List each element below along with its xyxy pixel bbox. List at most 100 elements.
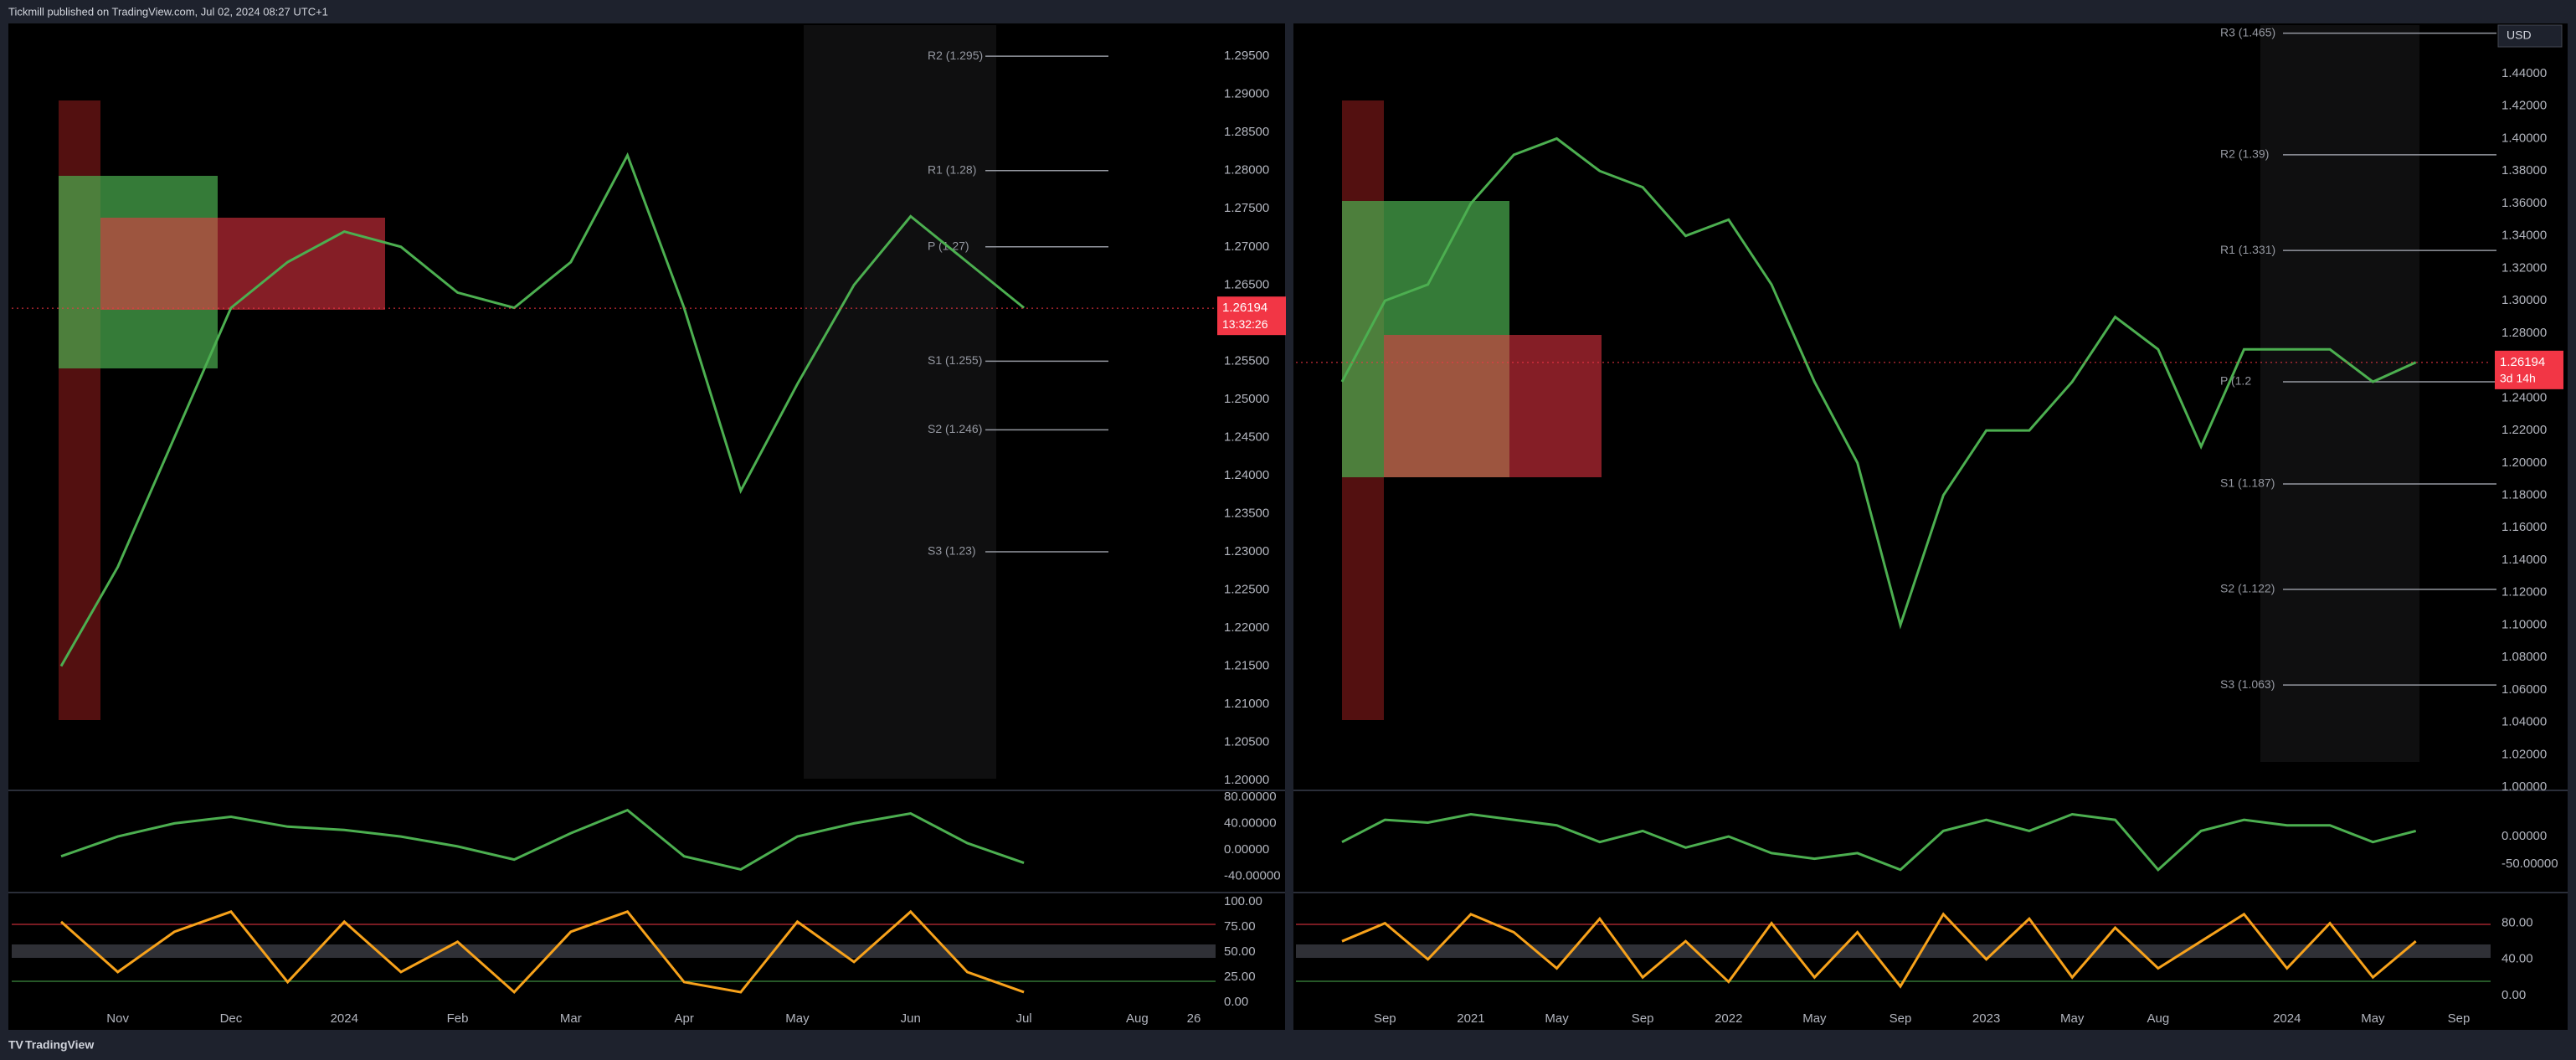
y-tick-label: 1.40000 xyxy=(2501,131,2547,145)
y-tick-label: 1.28000 xyxy=(2501,326,2547,340)
x-tick-label: Sep xyxy=(1374,1011,1396,1026)
price-line xyxy=(60,808,1025,872)
x-tick-label: 2023 xyxy=(1972,1011,2000,1026)
y-tick-label: 1.24000 xyxy=(1224,468,1269,482)
y-tick-label: 1.28500 xyxy=(1224,125,1269,139)
y-tick-label: 1.20000 xyxy=(2501,455,2547,470)
y-tick-label: 40.00000 xyxy=(1224,816,1277,830)
price-line xyxy=(1341,912,2417,989)
pivot-label: R1 (1.28) xyxy=(928,162,976,176)
x-tick-label: May xyxy=(785,1011,810,1026)
y-tick-label: 80.00 xyxy=(2501,916,2533,930)
y-tick-label: 1.08000 xyxy=(2501,650,2547,664)
currency: USD xyxy=(2507,28,2532,42)
x-tick-label: May xyxy=(2060,1011,2085,1026)
y-tick-label: 1.12000 xyxy=(2501,585,2547,599)
y-tick-label: 1.06000 xyxy=(2501,682,2547,697)
brand-logo: TV xyxy=(8,1038,24,1052)
x-tick-label: 2022 xyxy=(1715,1011,1742,1026)
y-tick-label: 1.24500 xyxy=(1224,430,1269,444)
y-tick-label: 1.25000 xyxy=(1224,392,1269,406)
y-tick-label: 1.21000 xyxy=(1224,697,1269,711)
y-tick-label: 0.00000 xyxy=(2501,829,2547,843)
last-price: 1.26194 xyxy=(1222,301,1267,315)
countdown: 13:32:26 xyxy=(1222,317,1268,331)
x-tick-label: Feb xyxy=(447,1011,469,1026)
y-tick-label: 1.02000 xyxy=(2501,747,2547,761)
y-tick-label: 1.04000 xyxy=(2501,715,2547,729)
x-tick-label: 2024 xyxy=(2273,1011,2301,1026)
y-tick-label: 1.23000 xyxy=(1224,544,1269,558)
y-tick-label: 50.00 xyxy=(1224,944,1256,959)
price-line xyxy=(1340,136,2417,630)
y-tick-label: 1.23500 xyxy=(1224,506,1269,520)
x-tick-label: Nov xyxy=(106,1011,129,1026)
x-tick-label: 26 xyxy=(1187,1011,1201,1026)
pivot-label: P (1.2 xyxy=(2220,374,2251,388)
x-tick-label: Apr xyxy=(674,1011,693,1026)
y-tick-label: 1.44000 xyxy=(2501,66,2547,80)
y-tick-label: 1.32000 xyxy=(2501,260,2547,275)
pivot-label: S2 (1.122) xyxy=(2220,582,2275,595)
right-pane xyxy=(1293,23,2568,1030)
last-price: 1.26194 xyxy=(2500,355,2545,369)
y-tick-label: 1.25500 xyxy=(1224,353,1269,368)
y-tick-label: 1.27000 xyxy=(1224,239,1269,254)
y-tick-label: 1.30000 xyxy=(2501,293,2547,307)
y-tick-label: 1.26500 xyxy=(1224,277,1269,291)
y-tick-label: 0.00 xyxy=(2501,988,2526,1002)
x-tick-label: Sep xyxy=(2448,1011,2471,1026)
x-tick-label: Jun xyxy=(901,1011,921,1026)
y-tick-label: 40.00 xyxy=(2501,952,2533,966)
y-tick-label: 1.22000 xyxy=(1224,620,1269,635)
volume-profile xyxy=(1384,335,1602,477)
volume-profile xyxy=(2260,25,2419,762)
y-tick-label: 1.36000 xyxy=(2501,196,2547,210)
pivot-label: S1 (1.187) xyxy=(2220,476,2275,490)
y-tick-label: 1.27500 xyxy=(1224,201,1269,215)
volume-profile xyxy=(804,25,996,779)
price-line xyxy=(1341,812,2417,872)
pivot-label: S3 (1.063) xyxy=(2220,677,2275,691)
pivot-label: R2 (1.39) xyxy=(2220,147,2269,161)
pivot-label: S1 (1.255) xyxy=(928,353,982,367)
publisher: Tickmill published on TradingView.com, J… xyxy=(8,5,328,18)
y-tick-label: -40.00000 xyxy=(1224,868,1281,882)
y-tick-label: 1.14000 xyxy=(2501,553,2547,567)
brand: TradingView xyxy=(25,1038,94,1052)
y-tick-label: 1.00000 xyxy=(2501,780,2547,794)
volume-profile xyxy=(100,218,385,310)
price-line xyxy=(60,909,1025,995)
stoch-band xyxy=(12,944,1216,958)
y-tick-label: 1.10000 xyxy=(2501,617,2547,631)
pivot-label: S2 (1.246) xyxy=(928,422,982,435)
y-tick-label: 1.20000 xyxy=(1224,773,1269,787)
y-tick-label: 1.22000 xyxy=(2501,423,2547,437)
y-tick-label: 1.21500 xyxy=(1224,659,1269,673)
x-tick-label: 2024 xyxy=(331,1011,358,1026)
y-tick-label: 1.29500 xyxy=(1224,49,1269,63)
stoch-band xyxy=(1296,944,2491,958)
countdown: 3d 14h xyxy=(2500,372,2536,385)
price-box xyxy=(2495,350,2563,389)
x-tick-label: Dec xyxy=(220,1011,243,1026)
x-tick-label: May xyxy=(2361,1011,2385,1026)
y-tick-label: 100.00 xyxy=(1224,894,1262,908)
x-tick-label: May xyxy=(1802,1011,1827,1026)
currency-box xyxy=(2497,24,2563,48)
y-tick-label: 1.22500 xyxy=(1224,582,1269,596)
y-tick-label: 75.00 xyxy=(1224,919,1256,934)
y-tick-label: 1.38000 xyxy=(2501,163,2547,178)
left-pane xyxy=(8,23,1285,1030)
x-tick-label: Sep xyxy=(1632,1011,1654,1026)
pivot-label: R2 (1.295) xyxy=(928,49,983,62)
x-tick-label: May xyxy=(1545,1011,1569,1026)
y-tick-label: 1.34000 xyxy=(2501,229,2547,243)
pivot-label: S3 (1.23) xyxy=(928,544,976,558)
y-tick-label: 1.24000 xyxy=(2501,390,2547,404)
x-tick-label: Sep xyxy=(1890,1011,1912,1026)
y-tick-label: 1.42000 xyxy=(2501,99,2547,113)
y-tick-label: 1.29000 xyxy=(1224,87,1269,101)
